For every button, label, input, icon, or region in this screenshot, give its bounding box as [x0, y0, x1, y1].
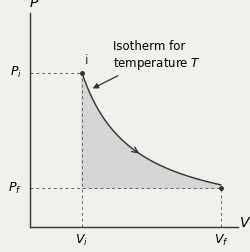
Text: $P_f$: $P_f$ [8, 181, 22, 196]
Text: $P_i$: $P_i$ [10, 65, 22, 80]
Text: $V_f$: $V_f$ [214, 233, 228, 248]
Text: $V_i$: $V_i$ [76, 233, 88, 248]
Text: P: P [30, 0, 38, 11]
Polygon shape [82, 73, 221, 188]
Text: Isotherm for
temperature $T$: Isotherm for temperature $T$ [94, 41, 201, 88]
Text: V: V [240, 215, 249, 230]
Text: i: i [85, 54, 88, 67]
